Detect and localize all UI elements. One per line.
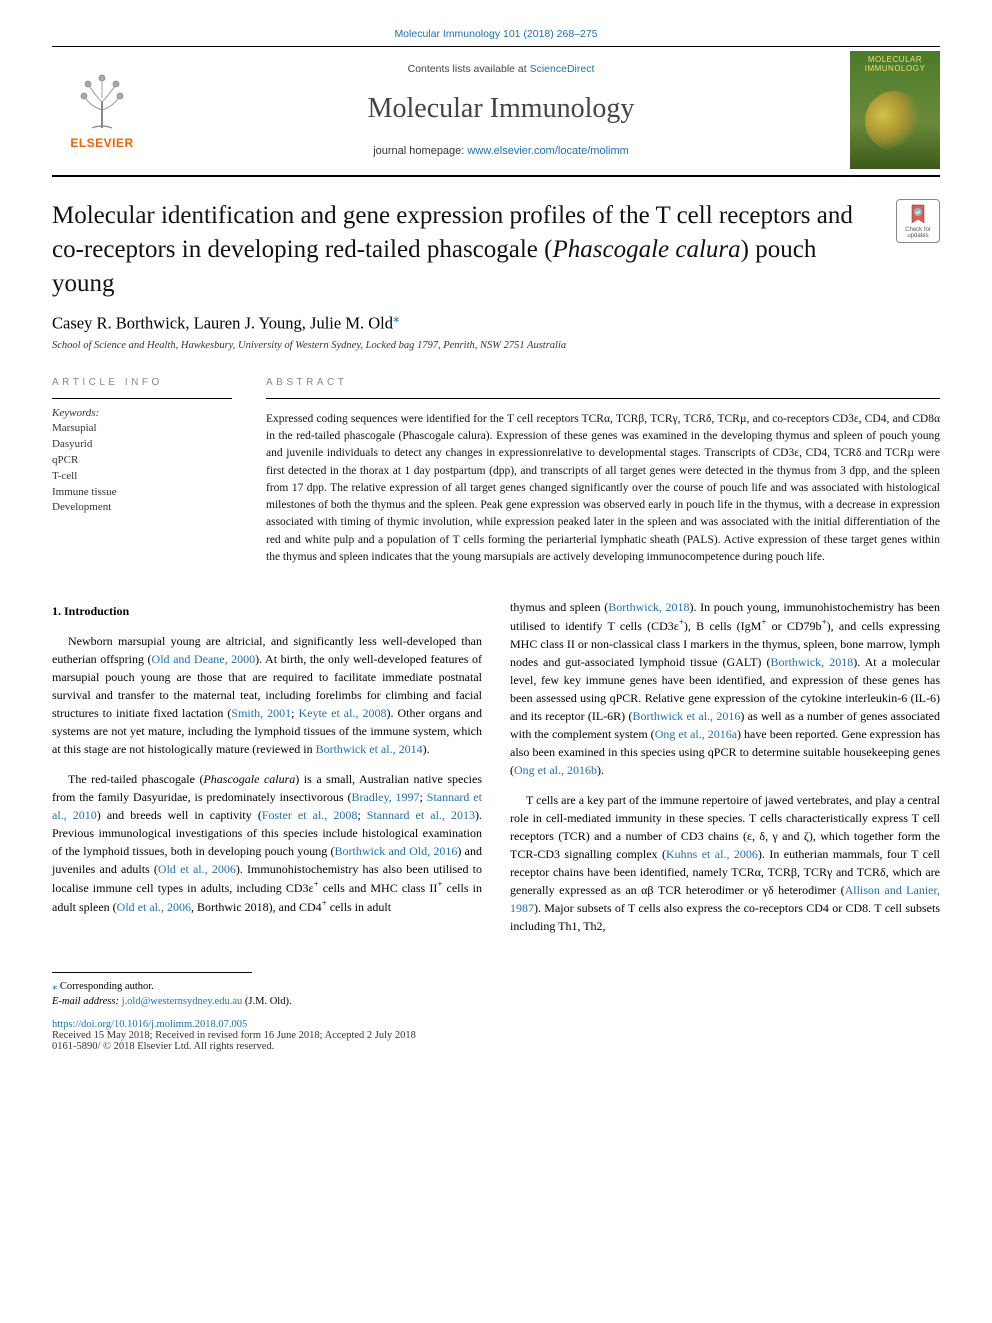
text-run: cells and MHC class II (319, 881, 438, 895)
body-paragraph: Newborn marsupial young are altricial, a… (52, 632, 482, 758)
reference-link[interactable]: Keyte et al., 2008 (298, 706, 386, 720)
corr-marker-foot: ⁎ (52, 981, 57, 992)
text-run: ). Major subsets of T cells also express… (510, 901, 940, 933)
reference-link[interactable]: Stannard et al., 2013 (367, 808, 475, 822)
reference-link[interactable]: Old et al., 2006 (158, 862, 236, 876)
publisher-logo-block: ELSEVIER (52, 70, 152, 150)
cover-line2: IMMUNOLOGY (865, 64, 926, 73)
affiliation: School of Science and Health, Hawkesbury… (52, 340, 940, 351)
abstract-column: ABSTRACT Expressed coding sequences were… (266, 377, 940, 566)
keyword: Dasyurid (52, 437, 232, 453)
reference-link[interactable]: Kuhns et al., 2006 (666, 847, 758, 861)
body-paragraph: thymus and spleen (Borthwick, 2018). In … (510, 598, 940, 779)
email-suffix: (J.M. Old). (242, 996, 291, 1007)
keyword: qPCR (52, 453, 232, 469)
journal-citation[interactable]: Molecular Immunology 101 (2018) 268–275 (52, 28, 940, 40)
email-prefix: E-mail address: (52, 996, 122, 1007)
reference-link[interactable]: Ong et al., 2016a (655, 727, 737, 741)
footer-separator (52, 972, 252, 973)
homepage-prefix: journal homepage: (373, 145, 467, 157)
copyright-line: 0161-5890/ © 2018 Elsevier Ltd. All righ… (52, 1041, 940, 1052)
keyword: T-cell (52, 469, 232, 485)
author-list: Casey R. Borthwick, Lauren J. Young, Jul… (52, 310, 940, 334)
text-run: ), B cells (IgM (684, 619, 761, 633)
journal-cover-thumbnail: MOLECULAR IMMUNOLOGY (850, 51, 940, 169)
reference-link[interactable]: Smith, 2001 (231, 706, 291, 720)
article-title: Molecular identification and gene expres… (52, 199, 896, 300)
text-run: cells in adult (327, 900, 391, 914)
reference-link[interactable]: Borthwick and Old, 2016 (335, 844, 458, 858)
abstract-heading: ABSTRACT (266, 377, 940, 399)
email-link[interactable]: j.old@westernsydney.edu.au (122, 996, 243, 1007)
authors-names: Casey R. Borthwick, Lauren J. Young, Jul… (52, 314, 393, 333)
species-italic: Phascogale calura (203, 772, 295, 786)
contents-prefix: Contents lists available at (408, 63, 530, 75)
corresponding-marker[interactable]: ⁎ (393, 310, 400, 325)
email-line: E-mail address: j.old@westernsydney.edu.… (52, 994, 940, 1009)
footer-block: ⁎ Corresponding author. E-mail address: … (52, 979, 940, 1009)
journal-header: ELSEVIER Contents lists available at Sci… (52, 46, 940, 177)
reference-link[interactable]: Old et al., 2006 (117, 900, 191, 914)
sciencedirect-link[interactable]: ScienceDirect (530, 63, 595, 75)
cover-line1: MOLECULAR (868, 55, 922, 64)
bookmark-check-icon (906, 203, 930, 227)
publisher-name: ELSEVIER (70, 136, 133, 150)
reference-link[interactable]: Borthwick, 2018 (608, 600, 689, 614)
contents-line: Contents lists available at ScienceDirec… (152, 63, 850, 75)
article-info-column: ARTICLE INFO Keywords: Marsupial Dasyuri… (52, 377, 232, 566)
reference-link[interactable]: Ong et al., 2016b (514, 763, 597, 777)
reference-link[interactable]: Borthwick, 2018 (770, 655, 853, 669)
keywords-label: Keywords: (52, 407, 232, 419)
corresponding-author-note: ⁎ Corresponding author. (52, 979, 940, 994)
text-run: ). (423, 742, 430, 756)
abstract-text: Expressed coding sequences were identifi… (266, 407, 940, 566)
elsevier-tree-icon (70, 70, 134, 134)
text-run: ). (597, 763, 604, 777)
reference-link[interactable]: Borthwick et al., 2014 (316, 742, 423, 756)
reference-link[interactable]: Old and Deane, 2000 (152, 652, 256, 666)
keyword: Marsupial (52, 421, 232, 437)
reference-link[interactable]: Borthwick et al., 2016 (632, 709, 740, 723)
homepage-link[interactable]: www.elsevier.com/locate/molimm (467, 145, 628, 157)
check-updates-label: Check for updates (897, 227, 939, 239)
reference-link[interactable]: Foster et al., 2008 (262, 808, 358, 822)
text-run: or CD79b (766, 619, 821, 633)
article-info-heading: ARTICLE INFO (52, 377, 232, 399)
text-run: , Borthwic 2018), and CD4 (191, 900, 322, 914)
keyword: Development (52, 500, 232, 516)
text-run: thymus and spleen ( (510, 600, 608, 614)
title-species-italic: Phascogale calura (552, 236, 740, 263)
body-paragraph: T cells are a key part of the immune rep… (510, 791, 940, 935)
text-run: The red-tailed phascogale ( (68, 772, 203, 786)
keyword: Immune tissue (52, 485, 232, 501)
article-body: 1. Introduction Newborn marsupial young … (52, 598, 940, 938)
doi-link[interactable]: https://doi.org/10.1016/j.molimm.2018.07… (52, 1019, 940, 1030)
text-run: ; (357, 808, 366, 822)
received-dates: Received 15 May 2018; Received in revise… (52, 1030, 940, 1041)
journal-name: Molecular Immunology (152, 93, 850, 125)
homepage-line: journal homepage: www.elsevier.com/locat… (152, 145, 850, 157)
body-paragraph: The red-tailed phascogale (Phascogale ca… (52, 770, 482, 916)
introduction-heading: 1. Introduction (52, 602, 482, 620)
cover-graphic (865, 91, 925, 151)
check-updates-badge[interactable]: Check for updates (896, 199, 940, 243)
text-run: ; (420, 790, 427, 804)
text-run: ) and breeds well in captivity ( (97, 808, 262, 822)
corr-label-text: Corresponding author. (60, 981, 154, 992)
reference-link[interactable]: Bradley, 1997 (351, 790, 419, 804)
